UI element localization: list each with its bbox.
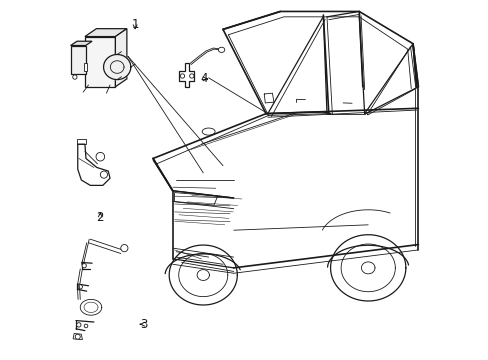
Ellipse shape bbox=[77, 323, 81, 327]
Circle shape bbox=[89, 42, 94, 47]
Circle shape bbox=[96, 58, 101, 63]
Ellipse shape bbox=[100, 171, 107, 178]
Ellipse shape bbox=[82, 264, 86, 268]
Polygon shape bbox=[70, 41, 92, 45]
Text: 2: 2 bbox=[97, 211, 104, 224]
Polygon shape bbox=[83, 63, 87, 71]
Text: 3: 3 bbox=[140, 318, 147, 331]
Circle shape bbox=[103, 42, 108, 47]
Ellipse shape bbox=[78, 285, 82, 289]
Ellipse shape bbox=[73, 75, 77, 79]
Circle shape bbox=[73, 58, 77, 62]
Polygon shape bbox=[115, 29, 126, 87]
Ellipse shape bbox=[96, 152, 104, 161]
Circle shape bbox=[89, 50, 94, 55]
Ellipse shape bbox=[121, 244, 128, 252]
Text: 1: 1 bbox=[131, 18, 139, 31]
Circle shape bbox=[89, 58, 94, 63]
Ellipse shape bbox=[75, 334, 80, 339]
Polygon shape bbox=[85, 37, 115, 87]
Polygon shape bbox=[70, 45, 85, 74]
Text: 4: 4 bbox=[200, 72, 208, 85]
Polygon shape bbox=[85, 29, 126, 37]
Circle shape bbox=[73, 50, 77, 54]
Ellipse shape bbox=[84, 324, 88, 328]
Ellipse shape bbox=[218, 47, 224, 53]
Ellipse shape bbox=[189, 74, 194, 78]
Ellipse shape bbox=[180, 74, 184, 78]
Circle shape bbox=[96, 42, 101, 47]
Circle shape bbox=[96, 50, 101, 55]
Polygon shape bbox=[103, 54, 131, 80]
Circle shape bbox=[103, 50, 108, 55]
Circle shape bbox=[73, 66, 77, 69]
